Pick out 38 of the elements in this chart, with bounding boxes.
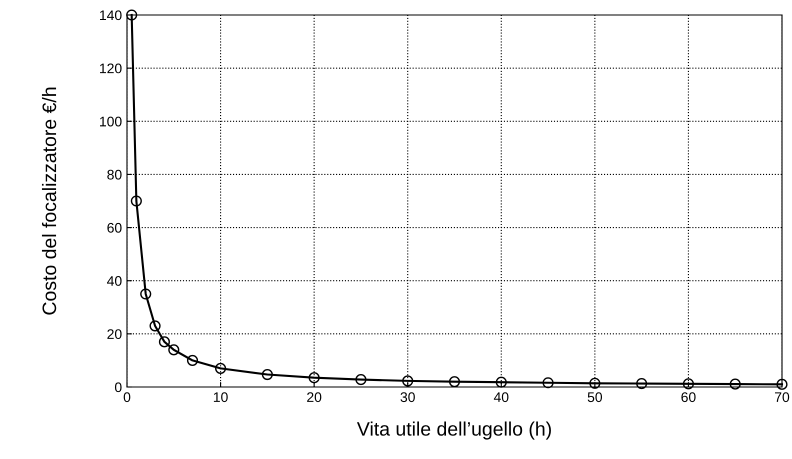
point	[308, 372, 320, 384]
y-tick-label: 40	[107, 276, 122, 286]
point	[636, 378, 648, 390]
x-tick-label: 20	[307, 392, 322, 402]
x-axis-title: Vita utile dell’ugello (h)	[356, 421, 551, 440]
point	[496, 376, 507, 388]
y-axis-title: Costo del focalizzatore €/h	[42, 88, 56, 315]
point	[589, 378, 600, 389]
point	[168, 344, 180, 356]
point	[262, 368, 273, 380]
y-tick-label: 140	[100, 10, 122, 20]
x-tick-label: 40	[494, 392, 508, 402]
point	[730, 378, 741, 390]
x-tick-label: 10	[214, 392, 228, 402]
point	[448, 376, 460, 388]
x-tick-label: 70	[774, 392, 790, 402]
point	[158, 336, 170, 348]
y-tick-label: 120	[100, 63, 122, 74]
y-tick-label: 60	[107, 222, 122, 233]
point	[150, 320, 161, 332]
x-tick-label: 0	[124, 392, 130, 402]
y-tick-label: 0	[114, 382, 122, 392]
y-tick-label: 80	[107, 170, 122, 180]
point	[140, 288, 152, 300]
y-tick-label: 20	[107, 329, 122, 340]
point	[402, 375, 414, 386]
x-tick-label: 30	[400, 392, 415, 402]
point	[776, 378, 788, 390]
point	[542, 377, 554, 388]
y-tick-label: 100	[100, 116, 122, 126]
point	[355, 374, 366, 386]
point	[126, 9, 138, 21]
point	[130, 195, 142, 207]
x-tick-label: 60	[681, 392, 696, 402]
point	[682, 378, 694, 390]
point	[186, 354, 198, 366]
x-tick-label: 50	[588, 392, 602, 402]
point	[215, 362, 226, 374]
